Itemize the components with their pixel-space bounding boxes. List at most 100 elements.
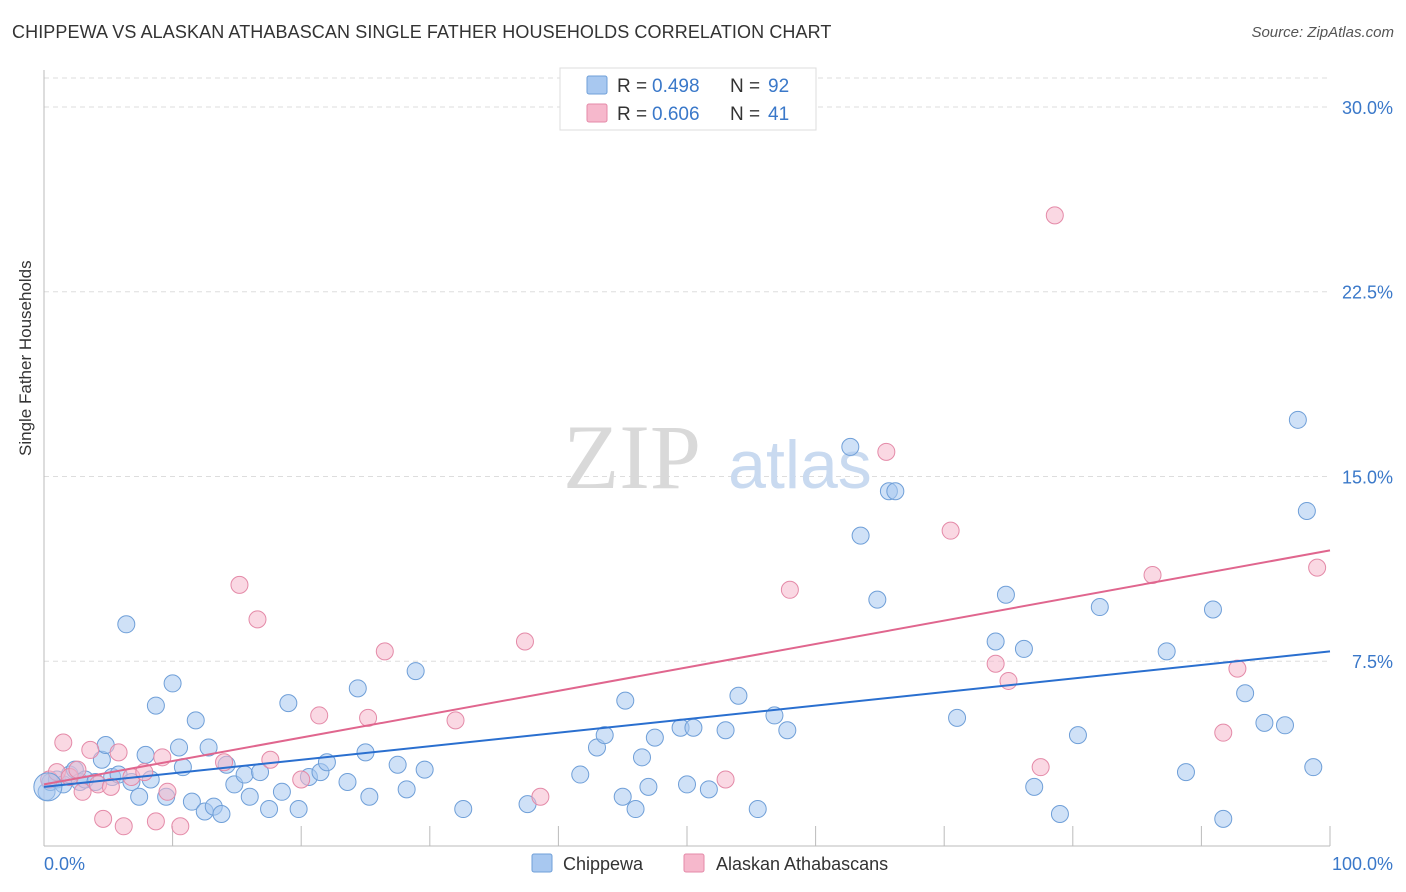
legend-n-label: N = [730,104,760,125]
bottom-legend-swatch-alaskan [683,853,705,873]
source-attribution: Source: ZipAtlas.com [1251,24,1394,41]
axes [43,70,1331,847]
point-chippewa [626,800,645,819]
point-alaskan [446,711,465,730]
point-chippewa [1025,777,1044,796]
point-chippewa [639,777,658,796]
point-alaskan [877,442,896,461]
point-alaskan [310,706,329,725]
point-alaskan [1308,558,1327,577]
point-alaskan [101,777,120,796]
point-alaskan [146,812,165,831]
point-chippewa [163,674,182,693]
point-chippewa [613,787,632,806]
point-chippewa [279,694,298,713]
legend-r-value: 0.606 [652,104,700,125]
point-alaskan [986,654,1005,673]
point-chippewa [289,800,308,819]
point-chippewa [996,585,1015,604]
point-chippewa [397,780,416,799]
point-chippewa [1014,639,1033,658]
point-chippewa [1203,600,1222,619]
data-points [33,206,1327,836]
point-chippewa [272,782,291,801]
point-chippewa [948,708,967,727]
legend-n-value: 41 [768,104,789,125]
point-alaskan [248,610,267,629]
point-chippewa [986,632,1005,651]
x-tick-label-min: 0.0% [44,854,85,874]
legend-box: R = 0.498 N = 92 R = 0.606 N = 41 [559,67,817,131]
point-chippewa [338,772,357,791]
point-chippewa [1157,642,1176,661]
point-chippewa [778,721,797,740]
point-alaskan [716,770,735,789]
legend-swatch-alaskan [586,103,608,123]
point-chippewa [748,800,767,819]
point-alaskan [94,809,113,828]
point-chippewa [415,760,434,779]
point-chippewa [1255,713,1274,732]
point-chippewa [170,738,189,757]
point-alaskan [999,671,1018,690]
x-tick-labels: 0.0% 100.0% [44,854,1393,874]
legend-n-label: N = [730,76,760,97]
legend-r-label: R = [617,76,647,97]
point-chippewa [199,738,218,757]
point-chippewa [1090,598,1109,617]
y-tick-label: 30.0% [1342,98,1393,118]
point-chippewa [1275,716,1294,735]
legend-r-value: 0.498 [652,76,700,97]
legend-r-label: R = [617,104,647,125]
point-chippewa [130,787,149,806]
legend-swatch-chippewa [586,75,608,95]
point-chippewa [841,437,860,456]
point-chippewa [851,526,870,545]
point-chippewa [136,745,155,764]
point-alaskan [531,787,550,806]
bottom-legend: Chippewa Alaskan Athabascans [531,853,888,874]
point-chippewa [1288,410,1307,429]
point-chippewa [1068,726,1087,745]
point-alaskan [109,743,128,762]
trendline-chippewa [43,650,1331,788]
trend-lines [43,549,1331,788]
y-tick-label: 7.5% [1352,652,1393,672]
point-alaskan [68,760,87,779]
point-chippewa [1176,763,1195,782]
point-chippewa [699,780,718,799]
point-chippewa [868,590,887,609]
point-alaskan [1031,758,1050,777]
point-chippewa [595,726,614,745]
legend-n-value: 92 [768,76,789,97]
point-chippewa [388,755,407,774]
bottom-legend-alaskan: Alaskan Athabascans [716,854,888,874]
watermark: ZIP atlas [563,406,872,508]
point-chippewa [1304,758,1323,777]
y-tick-label: 15.0% [1342,467,1393,487]
point-chippewa [348,679,367,698]
point-chippewa [182,792,201,811]
point-chippewa [1236,684,1255,703]
y-axis-label: Single Father Households [16,260,35,456]
point-chippewa [186,711,205,730]
point-chippewa [886,482,905,501]
point-alaskan [292,770,311,789]
point-alaskan [1214,723,1233,742]
point-chippewa [684,718,703,737]
y-tick-label: 22.5% [1342,283,1393,303]
point-chippewa [146,696,165,715]
point-chippewa [235,765,254,784]
point-alaskan [261,750,280,769]
point-chippewa [1297,501,1316,520]
point-alaskan [1045,206,1064,225]
point-chippewa [716,721,735,740]
point-alaskan [114,817,133,836]
chart-title: CHIPPEWA VS ALASKAN ATHABASCAN SINGLE FA… [12,22,832,42]
point-chippewa [616,691,635,710]
x-tick-label-max: 100.0% [1332,854,1393,874]
y-tick-labels: 7.5% 15.0% 22.5% 30.0% [1342,98,1393,672]
point-chippewa [632,748,651,767]
point-chippewa [571,765,590,784]
